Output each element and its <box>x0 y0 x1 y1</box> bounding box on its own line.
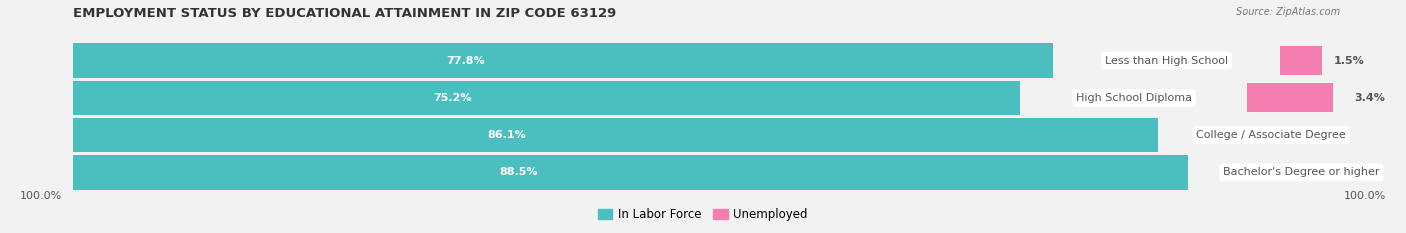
Bar <box>1279 46 1322 75</box>
Text: 3.4%: 3.4% <box>1354 93 1385 103</box>
Text: 77.8%: 77.8% <box>446 56 485 65</box>
Text: High School Diploma: High School Diploma <box>1076 93 1192 103</box>
Text: 100.0%: 100.0% <box>20 191 62 201</box>
Text: 100.0%: 100.0% <box>1344 191 1386 201</box>
Bar <box>1247 83 1341 113</box>
Bar <box>1385 120 1406 150</box>
Text: 75.2%: 75.2% <box>433 93 471 103</box>
Bar <box>73 43 1053 78</box>
Text: Source: ZipAtlas.com: Source: ZipAtlas.com <box>1236 7 1340 17</box>
Text: Bachelor's Degree or higher: Bachelor's Degree or higher <box>1223 168 1379 177</box>
Text: 1.5%: 1.5% <box>1334 56 1365 65</box>
Legend: In Labor Force, Unemployed: In Labor Force, Unemployed <box>593 203 813 226</box>
Bar <box>73 118 1157 152</box>
Bar <box>73 81 1021 115</box>
Text: EMPLOYMENT STATUS BY EDUCATIONAL ATTAINMENT IN ZIP CODE 63129: EMPLOYMENT STATUS BY EDUCATIONAL ATTAINM… <box>73 7 616 20</box>
Text: 88.5%: 88.5% <box>499 168 538 177</box>
Text: Less than High School: Less than High School <box>1105 56 1229 65</box>
Text: College / Associate Degree: College / Associate Degree <box>1197 130 1346 140</box>
Text: 86.1%: 86.1% <box>488 130 526 140</box>
Bar <box>73 155 1188 190</box>
